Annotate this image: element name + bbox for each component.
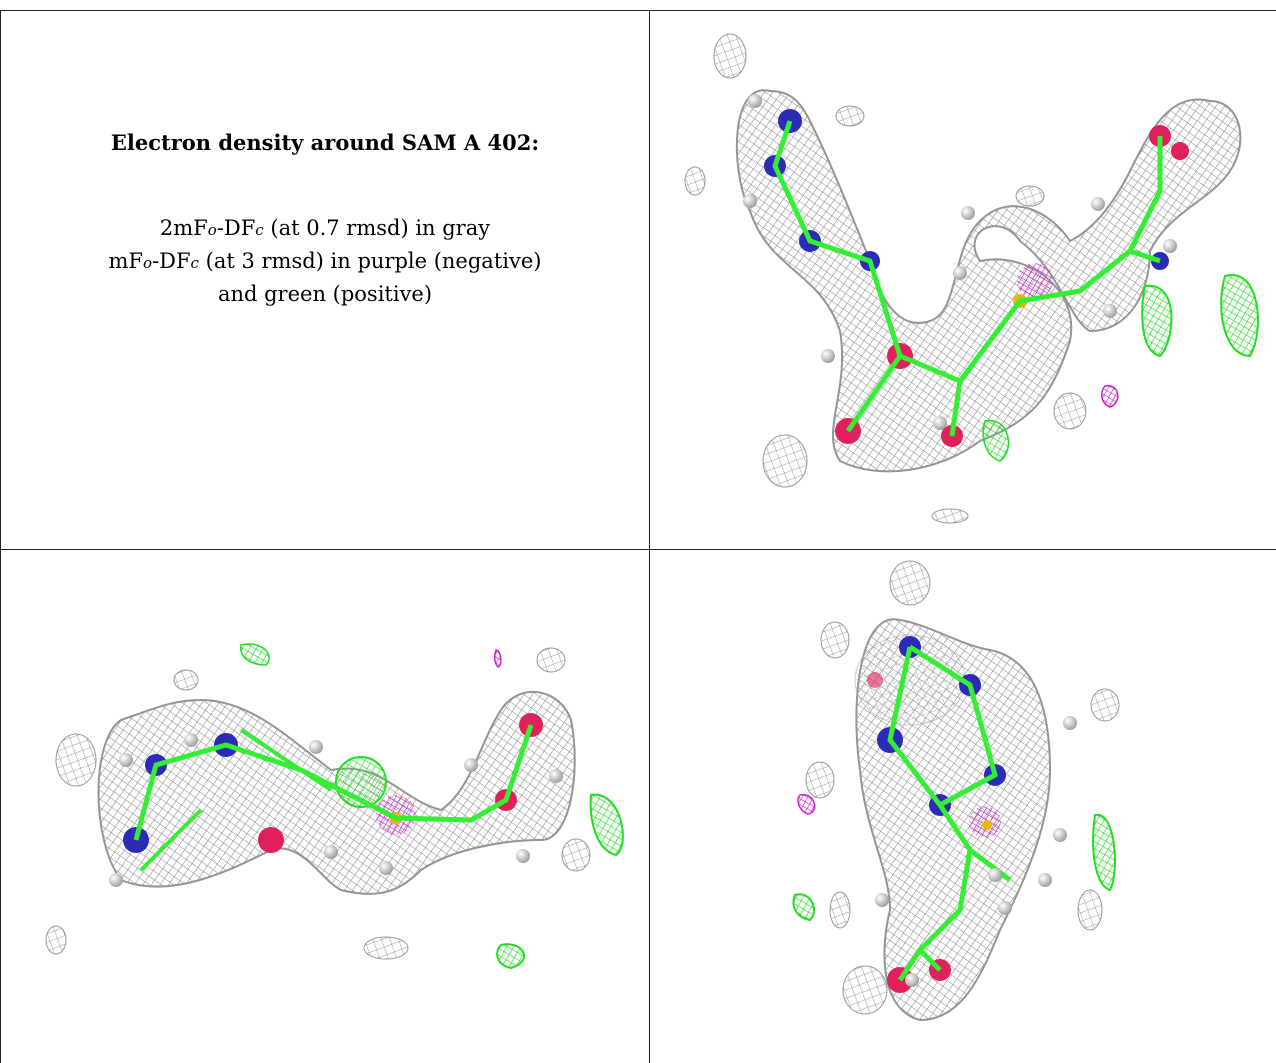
table-middle-border: [0, 549, 1276, 550]
molecular-density-view-icon: [684, 33, 1259, 524]
molecular-density-view-icon: [45, 643, 624, 970]
table-top-border: [0, 10, 1276, 11]
density-view-3: [650, 550, 1276, 1063]
caption-cell: Electron density around SAM A 402: 2mFo-…: [20, 130, 630, 310]
caption-title: Electron density around SAM A 402:: [110, 130, 540, 155]
caption-line-fofc: mFo-DFc (at 3 rmsd) in purple (negative): [108, 249, 542, 273]
molecular-density-view-icon: [792, 560, 1120, 1022]
caption-line-2fofc: 2mFo-DFc (at 0.7 rmsd) in gray: [159, 216, 491, 240]
density-view-2: [1, 550, 649, 1063]
density-view-1: [650, 11, 1276, 549]
table-center-border: [649, 10, 650, 1063]
caption-line-colors: and green (positive): [217, 282, 433, 306]
table-left-border: [0, 10, 1, 1063]
